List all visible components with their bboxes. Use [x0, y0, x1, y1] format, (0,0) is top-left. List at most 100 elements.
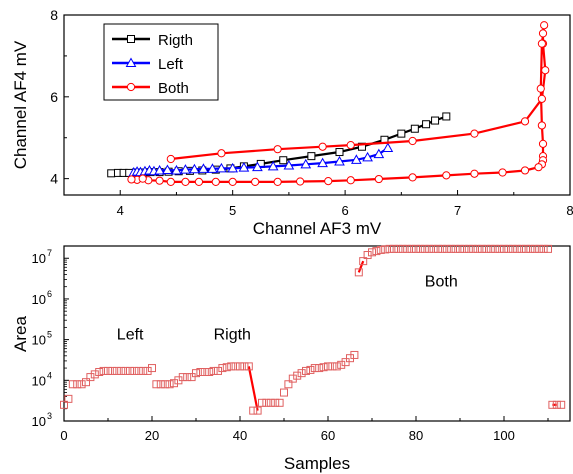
series-both-point — [536, 84, 545, 93]
sample-point — [222, 363, 231, 372]
series-left-point — [198, 163, 209, 173]
sample-point — [112, 366, 121, 375]
sample-point — [227, 362, 236, 371]
bottom-x-tick-label: 0 — [60, 428, 67, 443]
sample-point — [456, 244, 464, 253]
series-both-point — [138, 174, 147, 183]
sample-point — [319, 363, 328, 372]
sample-point — [412, 244, 420, 253]
sample-point — [390, 244, 398, 253]
series-left-point — [216, 162, 227, 173]
sample-point — [86, 373, 95, 382]
sample-point — [262, 398, 271, 407]
sample-point — [486, 244, 495, 253]
series-left-point — [382, 142, 394, 152]
sample-point — [288, 374, 297, 383]
sample-point — [302, 366, 310, 375]
sample-point — [60, 400, 68, 409]
sample-point — [297, 369, 306, 378]
sample-point — [126, 366, 134, 375]
sample-point — [200, 368, 209, 377]
series-left-point — [362, 151, 373, 162]
top-x-axis-label: Channel AF3 mV — [253, 219, 382, 238]
sample-point — [429, 244, 438, 253]
sample-point — [363, 251, 372, 260]
series-rigth-point — [307, 152, 316, 161]
series-left-point — [171, 164, 182, 175]
top-x-tick-label: 6 — [341, 203, 348, 218]
annotation-both: Both — [425, 274, 458, 291]
series-both-point — [166, 177, 175, 187]
sample-point — [368, 248, 376, 257]
sample-point — [108, 366, 117, 375]
sample-point — [526, 244, 535, 253]
series-left-point — [180, 164, 191, 174]
sample-point — [95, 368, 104, 377]
series-both-point — [442, 171, 451, 180]
series-rigth-point — [335, 148, 344, 157]
sample-point — [139, 366, 148, 375]
sample-point — [354, 268, 363, 277]
series-both-point — [374, 174, 383, 184]
sample-point — [535, 244, 544, 253]
series-left-point — [317, 157, 328, 168]
sample-point — [310, 364, 319, 373]
series-both-point — [470, 169, 479, 178]
sample-point — [500, 244, 508, 253]
sample-point — [557, 400, 566, 409]
series-both-point — [273, 145, 282, 154]
bottom-plot-frame — [63, 245, 571, 422]
top-x-tick-label: 4 — [117, 203, 124, 218]
transition-line — [247, 366, 259, 411]
top-y-axis-label: Channel AF4 mV — [11, 40, 30, 169]
sample-point — [271, 398, 280, 407]
sample-point — [469, 244, 478, 253]
series-both-point — [538, 139, 548, 148]
bottom-y-tick-label: 10 — [32, 251, 46, 266]
series-rigth-point — [431, 116, 440, 125]
bottom-x-tick-label: 20 — [145, 428, 159, 443]
series-both-point — [166, 154, 175, 164]
bottom-y-tick-label: 10 — [32, 414, 46, 429]
series-both-point — [296, 177, 305, 186]
legend: Rigth Left Both — [103, 23, 219, 101]
series-left-point — [189, 163, 200, 174]
sample-point — [121, 366, 130, 375]
sample-point — [104, 366, 112, 375]
series-both — [127, 21, 550, 187]
sample-point — [64, 394, 73, 403]
series-left — [128, 142, 394, 177]
sample-point — [306, 365, 315, 374]
sample-point — [324, 362, 332, 371]
series-left-point — [252, 161, 263, 172]
series-rigth-line — [111, 115, 447, 175]
sample-point — [231, 362, 240, 371]
series-both-point — [228, 177, 237, 187]
scatter-plot-af3-af4: 4 5 6 7 8 4 6 8 Rigth Left Both Channel AF3 mV Ch… — [11, 7, 573, 238]
series-both-point — [251, 177, 260, 187]
bottom-x-tick-label: 100 — [493, 428, 515, 443]
sample-point — [447, 244, 456, 253]
series-rigth-point — [279, 156, 288, 165]
bottom-y-tick-exponent: 5 — [47, 330, 52, 340]
series-both-point — [520, 117, 530, 126]
sample-point — [420, 244, 429, 253]
top-plot-frame — [63, 14, 571, 196]
legend-both-marker — [126, 82, 136, 92]
series-both-point — [534, 163, 543, 172]
series-both-point — [408, 173, 417, 182]
top-y-tick-label: 8 — [50, 7, 58, 23]
top-x-tick-label: 7 — [454, 203, 461, 218]
sample-point — [130, 366, 139, 375]
series-both-point — [470, 129, 479, 138]
sample-point — [258, 398, 266, 407]
bottom-x-tick-label: 40 — [233, 428, 247, 443]
bottom-x-axis-label: Samples — [284, 454, 350, 473]
sample-point — [90, 370, 99, 379]
series-left-point — [267, 160, 279, 171]
series-both-point — [540, 21, 549, 30]
sample-point — [434, 244, 442, 253]
sample-point — [539, 244, 548, 253]
top-y-tick-label: 6 — [50, 89, 58, 105]
series-left-point — [334, 155, 345, 166]
